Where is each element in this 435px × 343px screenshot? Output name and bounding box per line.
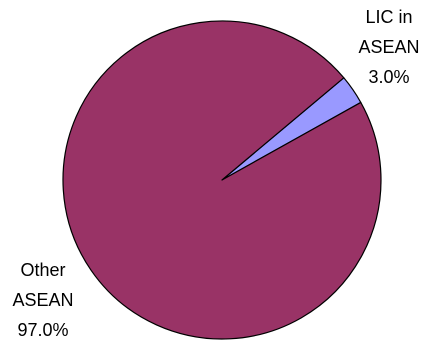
slice-label-lic-line-3: 3.0% [368,67,409,87]
pie-slice-other-asean [62,20,382,340]
slice-label-lic-line-1: LIC in [365,7,412,27]
slice-label-lic-line-2: ASEAN [358,37,419,57]
slice-label-other-line-1: Other [20,260,65,280]
pie-slices [62,20,382,340]
slice-label-other-line-3: 97.0% [17,320,68,340]
slice-label-other-line-2: ASEAN [12,290,73,310]
